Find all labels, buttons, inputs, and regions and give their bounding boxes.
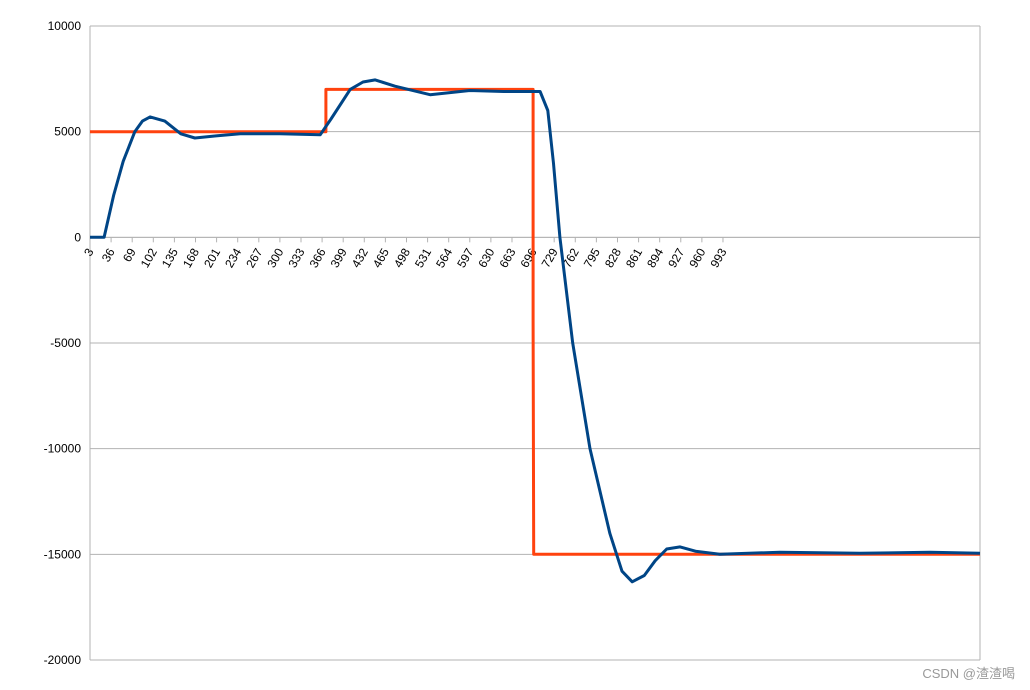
y-tick-label: 0 (74, 230, 81, 244)
x-tick-label: 36 (99, 246, 118, 265)
x-tick-label: 828 (602, 246, 624, 271)
x-tick-label: 234 (222, 246, 244, 271)
x-tick-label: 399 (328, 246, 350, 271)
x-tick-label: 894 (644, 246, 666, 271)
x-tick-label: 69 (120, 246, 139, 265)
x-tick-label: 300 (264, 246, 286, 271)
y-tick-label: -20000 (44, 653, 82, 667)
series-line (90, 87, 980, 556)
x-tick-label: 267 (243, 246, 265, 271)
x-tick-label: 3 (81, 246, 97, 259)
series-line (90, 78, 981, 584)
x-tick-label: 333 (285, 246, 307, 271)
x-tick-label: 432 (349, 246, 371, 271)
x-tick-label: 630 (475, 246, 497, 271)
y-tick-label: -15000 (44, 547, 82, 561)
x-tick-label: 564 (433, 246, 455, 271)
watermark: CSDN @渣渣喝 (922, 666, 1015, 681)
x-tick-label: 729 (539, 246, 561, 271)
x-tick-label: 861 (623, 246, 645, 271)
y-tick-label: -5000 (50, 336, 81, 350)
x-tick-label: 960 (686, 246, 708, 271)
x-tick-label: 168 (180, 246, 202, 271)
x-tick-label: 927 (665, 246, 687, 271)
x-tick-label: 366 (307, 246, 329, 271)
x-tick-label: 993 (707, 246, 729, 271)
x-tick-label: 663 (496, 246, 518, 271)
x-tick-label: 465 (370, 246, 392, 271)
x-tick-label: 696 (518, 246, 540, 271)
x-tick-label: 795 (581, 246, 603, 271)
x-tick-label: 498 (391, 246, 413, 271)
y-tick-label: -10000 (44, 442, 82, 456)
x-tick-label: 102 (138, 246, 160, 271)
y-tick-label: 5000 (54, 125, 81, 139)
y-tick-label: 10000 (48, 19, 82, 33)
x-tick-label: 135 (159, 246, 181, 271)
x-tick-label: 531 (412, 246, 434, 271)
x-tick-label: 597 (454, 246, 476, 271)
x-tick-label: 201 (201, 246, 223, 271)
